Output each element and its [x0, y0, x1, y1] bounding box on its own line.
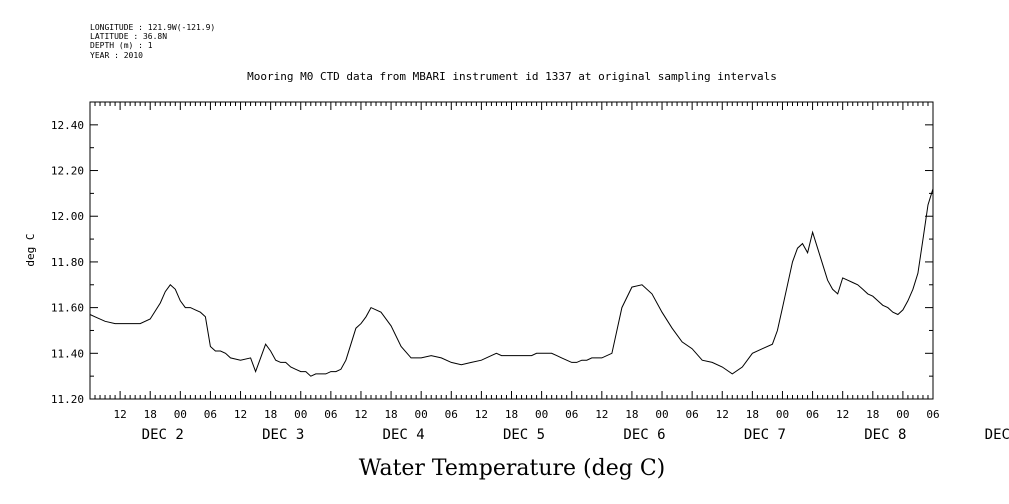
x-tick-label: 06: [445, 408, 458, 421]
day-label: DEC 8: [864, 427, 906, 443]
x-tick-label: 00: [535, 408, 548, 421]
year-label: YEAR : 2010: [90, 51, 143, 60]
y-axis-label: deg C: [24, 233, 37, 266]
depth-label: DEPTH (m) : 1: [90, 41, 153, 50]
day-label: DEC 6: [623, 427, 665, 443]
x-tick-label: 00: [776, 408, 789, 421]
y-axis: 11.20 11.40 11.60 11.80 12.00 12.20 12.40: [51, 101, 933, 406]
x-tick-label: 00: [655, 408, 668, 421]
day-label: DEC 5: [503, 427, 545, 443]
x-tick-label: 12: [354, 408, 367, 421]
x-tick-label: 18: [505, 408, 518, 421]
y-tick-label: 12.00: [51, 210, 84, 223]
x-tick-label: 18: [866, 408, 879, 421]
x-tick-label: 00: [294, 408, 307, 421]
x-tick-label: 06: [324, 408, 337, 421]
day-label: DEC 4: [383, 427, 425, 443]
chart-title: Mooring M0 CTD data from MBARI instrumen…: [247, 70, 777, 83]
x-tick-label: 00: [174, 408, 187, 421]
x-tick-label: 00: [415, 408, 428, 421]
y-tick-label: 11.40: [51, 347, 84, 360]
longitude-label: LONGITUDE : 121.9W(-121.9): [90, 23, 215, 32]
x-tick-label: 06: [565, 408, 578, 421]
x-tick-label: 06: [686, 408, 699, 421]
x-tick-label: 00: [896, 408, 909, 421]
x-axis: 12 18 00 06 12 18 00 06 12 18 00 06 12 18 00 06 12 18 00 06…: [89, 102, 1009, 443]
y-tick-label: 11.60: [51, 302, 84, 315]
y-tick-label: 12.40: [51, 119, 84, 132]
x-tick-label: 12: [836, 408, 849, 421]
x-tick-label: 18: [264, 408, 277, 421]
x-tick-label: 06: [204, 408, 217, 421]
latitude-label: LATITUDE : 36.8N: [90, 32, 167, 41]
x-tick-label: 06: [806, 408, 819, 421]
x-tick-label: 12: [234, 408, 247, 421]
x-tick-label: 12: [113, 408, 126, 421]
x-tick-label: 12: [716, 408, 729, 421]
x-tick-label: 12: [595, 408, 608, 421]
x-tick-label: 12: [475, 408, 488, 421]
x-tick-label: 06: [926, 408, 939, 421]
series-line: [89, 188, 934, 377]
day-label: DEC 9: [985, 427, 1009, 443]
day-label: DEC 7: [744, 427, 786, 443]
x-tick-label: 18: [144, 408, 157, 421]
y-tick-label: 12.20: [51, 165, 84, 178]
x-tick-label: 18: [625, 408, 638, 421]
y-tick-label: 11.80: [51, 256, 84, 269]
x-axis-title: Water Temperature (deg C): [359, 456, 666, 481]
x-tick-label: 18: [384, 408, 397, 421]
x-tick-label: 18: [746, 408, 759, 421]
day-label: DEC 2: [142, 427, 184, 443]
day-label: DEC 3: [262, 427, 304, 443]
y-tick-label: 11.20: [51, 393, 84, 406]
